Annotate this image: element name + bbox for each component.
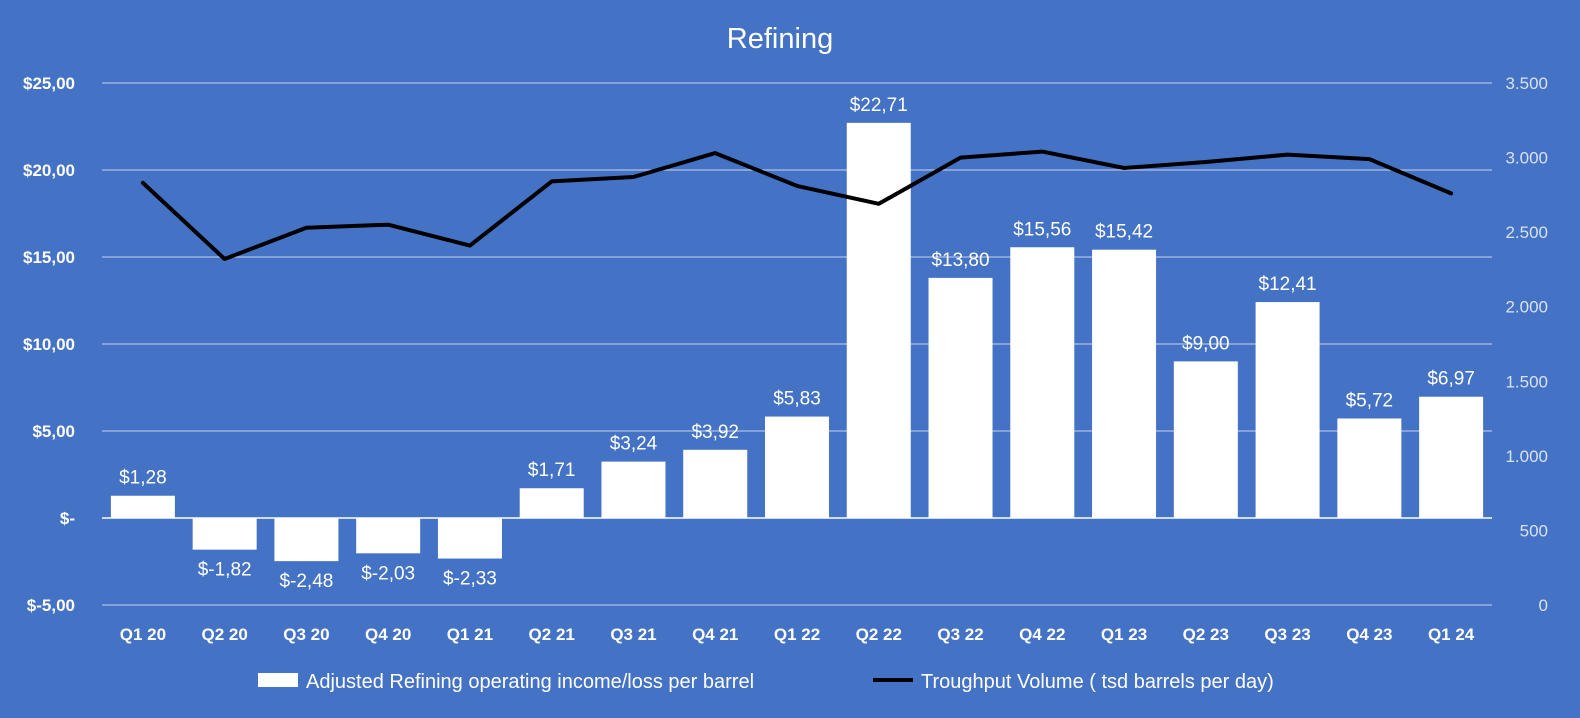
bar — [683, 449, 748, 518]
bar — [601, 461, 666, 518]
y-right-tick-label: 2.500 — [1505, 223, 1548, 242]
legend: Adjusted Refining operating income/loss … — [258, 671, 1274, 693]
data-label: $22,71 — [850, 95, 908, 116]
bar — [192, 518, 257, 550]
legend-line-label: Troughput Volume ( tsd barrels per day) — [921, 671, 1274, 693]
y-right-tick-label: 1.000 — [1505, 447, 1548, 466]
data-label: $12,41 — [1259, 274, 1317, 295]
bar — [519, 488, 584, 518]
data-label: $-1,82 — [198, 560, 252, 581]
bar — [437, 518, 502, 559]
bar — [846, 122, 911, 518]
data-label: $15,56 — [1013, 219, 1071, 240]
y-left-tick-label: $5,00 — [32, 422, 75, 441]
data-label: $15,42 — [1095, 222, 1153, 243]
x-tick-label: Q2 21 — [529, 625, 575, 644]
x-tick-label: Q4 20 — [365, 625, 411, 644]
y-right-tick-label: 2.000 — [1505, 298, 1548, 317]
x-tick-label: Q3 20 — [283, 625, 329, 644]
data-label: $1,71 — [528, 460, 576, 481]
y-left-tick-label: $20,00 — [23, 161, 75, 180]
data-labels: $1,28 $-1,82 $-2,48 $-2,03 $-2,33 $1,71 $3,24 $… — [119, 95, 1475, 592]
y-left-tick-label: $10,00 — [23, 335, 75, 354]
line-series — [140, 149, 1454, 261]
y-right-tick-label: 0 — [1539, 596, 1548, 615]
data-label: $13,80 — [931, 250, 989, 271]
y-left-tick-label: $-5,00 — [27, 596, 75, 615]
bar — [110, 495, 175, 518]
x-tick-label: Q1 20 — [120, 625, 166, 644]
x-tick-label: Q2 23 — [1183, 625, 1229, 644]
data-label: $-2,33 — [443, 569, 497, 590]
y-right-tick-label: 3.000 — [1505, 149, 1548, 168]
bar — [1092, 249, 1157, 518]
x-tick-label: Q4 21 — [692, 625, 738, 644]
x-tick-label: Q1 21 — [447, 625, 493, 644]
x-tick-label: Q4 22 — [1019, 625, 1065, 644]
y-right-tick-label: 1.500 — [1505, 372, 1548, 391]
bar-series — [110, 122, 1484, 562]
data-label: $3,92 — [691, 422, 739, 443]
bar — [274, 518, 339, 562]
x-tick-label: Q3 21 — [610, 625, 656, 644]
bar — [1419, 396, 1484, 518]
legend-bar-swatch — [258, 673, 298, 687]
data-label: $9,00 — [1182, 333, 1230, 354]
y-right-tick-label: 500 — [1520, 521, 1548, 540]
y-left-tick-label: $- — [60, 509, 75, 528]
x-tick-label: Q1 22 — [774, 625, 820, 644]
x-tick-label: Q2 20 — [201, 625, 247, 644]
x-tick-label: Q2 22 — [856, 625, 902, 644]
x-tick-label: Q1 24 — [1428, 625, 1475, 644]
data-label: $5,72 — [1346, 390, 1394, 411]
y-left-tick-label: $25,00 — [23, 74, 75, 93]
bar — [1010, 247, 1075, 519]
bar — [1173, 361, 1238, 518]
bar — [1337, 418, 1402, 518]
data-label: $5,83 — [773, 389, 821, 410]
bar — [765, 416, 829, 518]
x-tick-label: Q1 23 — [1101, 625, 1147, 644]
y-left-tick-label: $15,00 — [23, 248, 75, 267]
chart-title: Refining — [727, 23, 833, 55]
bar — [356, 518, 421, 554]
x-tick-label: Q4 23 — [1346, 625, 1392, 644]
legend-bar-label: Adjusted Refining operating income/loss … — [306, 671, 754, 693]
x-tick-label: Q3 23 — [1264, 625, 1310, 644]
throughput-line — [140, 149, 1454, 261]
x-tick-label: Q3 22 — [937, 625, 983, 644]
data-label: $-2,48 — [279, 571, 333, 592]
data-label: $6,97 — [1427, 369, 1475, 390]
axes: $25,00 $20,00 $15,00 $10,00 $5,00 $- $-5,00 3.5… — [23, 74, 1548, 644]
data-label: $3,24 — [610, 434, 658, 455]
data-label: $-2,03 — [361, 563, 415, 584]
y-right-tick-label: 3.500 — [1505, 74, 1548, 93]
bar — [1255, 302, 1320, 518]
data-label: $1,28 — [119, 468, 167, 489]
bar — [928, 277, 993, 518]
